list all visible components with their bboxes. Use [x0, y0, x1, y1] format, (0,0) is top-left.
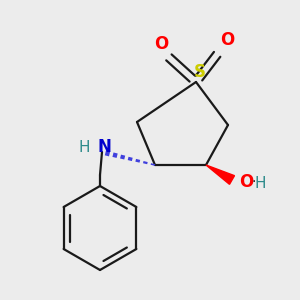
- Text: N: N: [97, 138, 111, 156]
- Text: H: H: [78, 140, 90, 154]
- Text: H: H: [254, 176, 266, 190]
- Polygon shape: [206, 165, 235, 184]
- Text: ·: ·: [252, 175, 256, 189]
- Text: O: O: [154, 35, 168, 53]
- Text: O: O: [239, 173, 253, 191]
- Text: O: O: [220, 31, 234, 49]
- Text: S: S: [194, 63, 206, 81]
